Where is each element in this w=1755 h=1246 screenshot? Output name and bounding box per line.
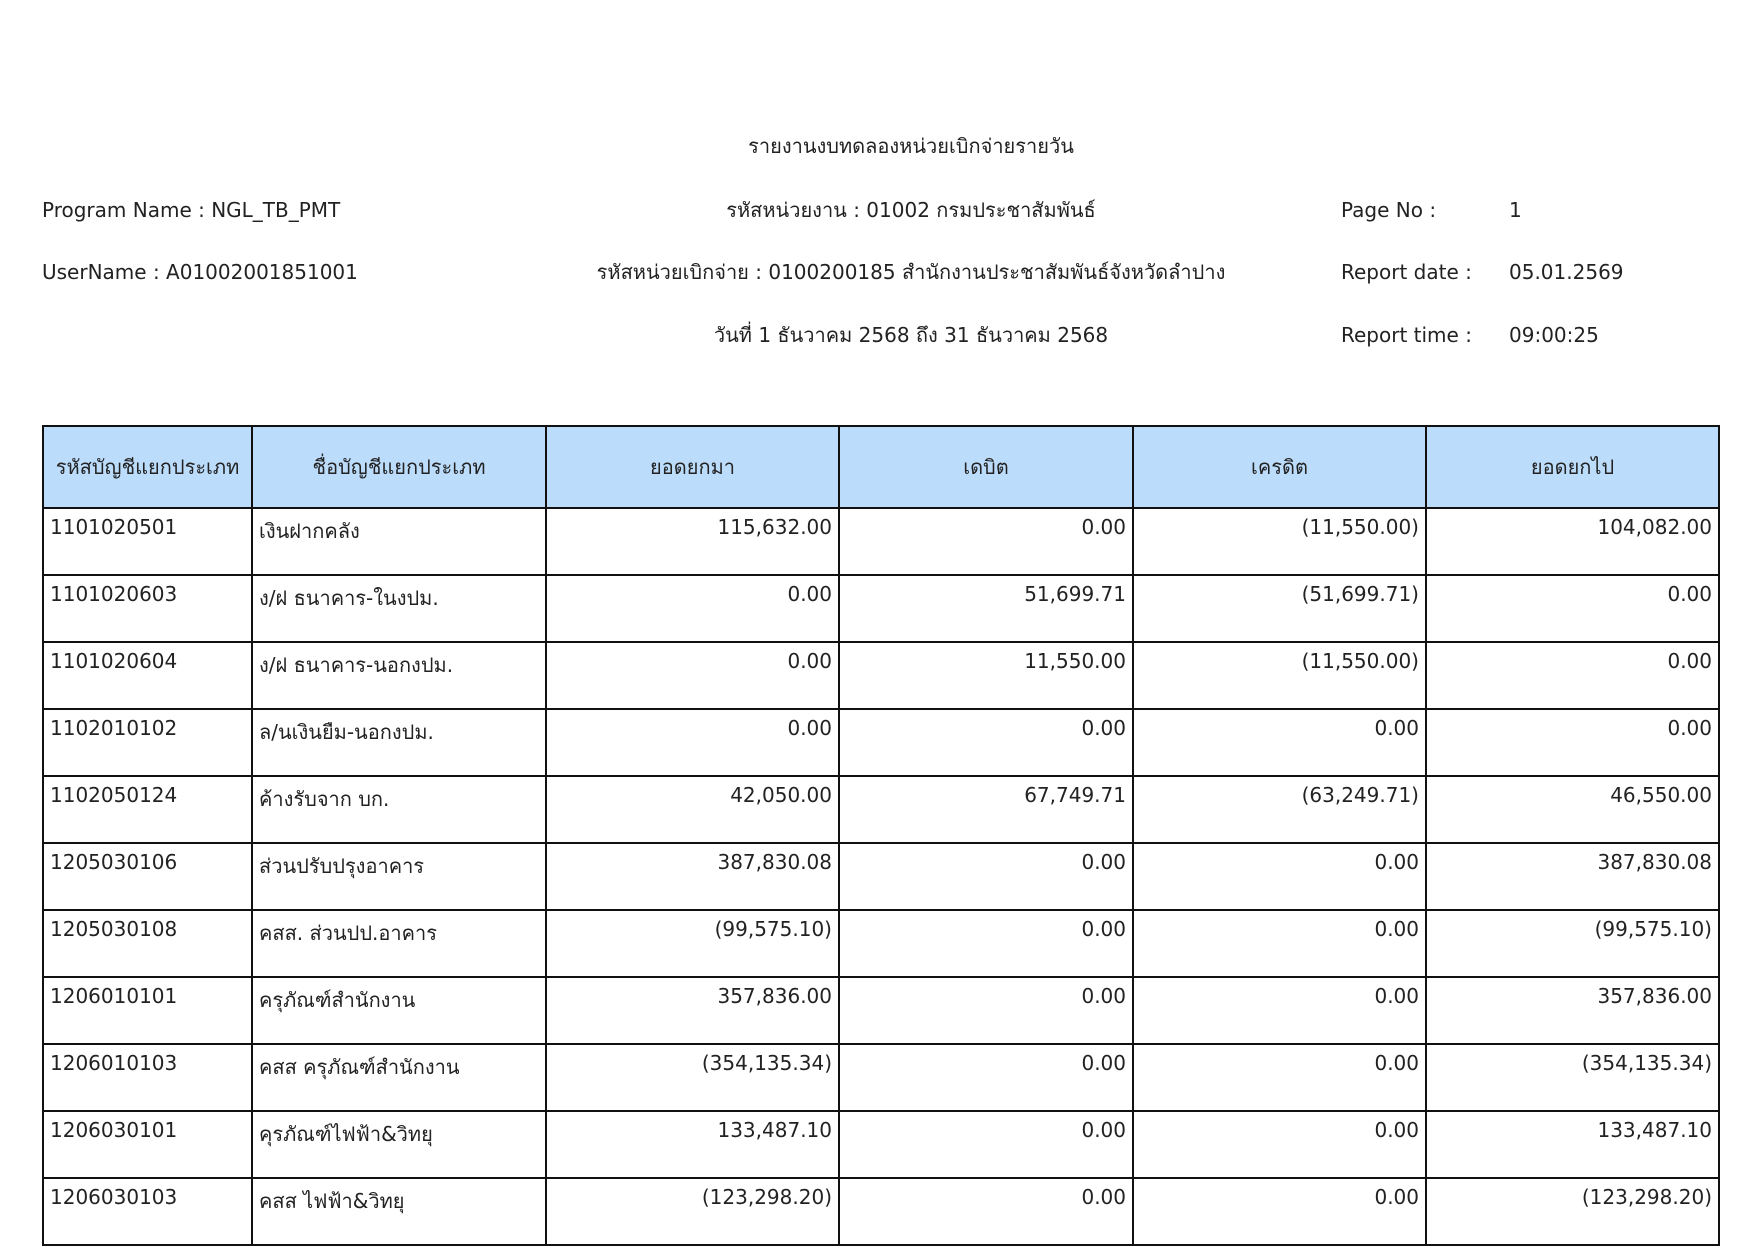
cell-opening-balance: 357,836.00 <box>545 976 840 1045</box>
cell-debit: 0.00 <box>838 1177 1134 1246</box>
cell-credit: 0.00 <box>1132 842 1427 911</box>
cell-account-name: ค้างรับจาก บก. <box>251 775 547 844</box>
cell-debit: 0.00 <box>838 507 1134 576</box>
table-row: 1205030108 คสส. ส่วนปป.อาคาร (99,575.10) 0.… <box>42 909 1720 978</box>
column-header-closing-balance: ยอดยกไป <box>1425 425 1720 509</box>
table-header-row: รหัสบัญชีแยกประเภท ชื่อบัญชีแยกประเภท ยอดย… <box>42 425 1720 509</box>
table-row: 1206030101 คุรภัณฑ์ไฟฟ้า&วิทยุ 133,487.10 0… <box>42 1110 1720 1179</box>
cell-closing-balance: 46,550.00 <box>1425 775 1720 844</box>
cell-credit: 0.00 <box>1132 1110 1427 1179</box>
table-row: 1102010102 ล/นเงินยืม-นอกงปม. 0.00 0.00 0.00… <box>42 708 1720 777</box>
cell-opening-balance: 133,487.10 <box>545 1110 840 1179</box>
cell-credit: (11,550.00) <box>1132 507 1427 576</box>
cell-opening-balance: (123,298.20) <box>545 1177 840 1246</box>
cell-account-code: 1206030103 <box>42 1177 253 1246</box>
cell-account-code: 1102010102 <box>42 708 253 777</box>
report-title: รายงานงบทดลองหน่วยเบิกจ่ายรายวัน <box>748 134 1074 158</box>
cell-opening-balance: (354,135.34) <box>545 1043 840 1112</box>
cell-credit: (11,550.00) <box>1132 641 1427 710</box>
cell-account-name: คุรภัณฑ์ไฟฟ้า&วิทยุ <box>251 1110 547 1179</box>
cell-account-code: 1206010103 <box>42 1043 253 1112</box>
table-row: 1206010103 คสส ครุภัณฑ์สำนักงาน (354,135.3… <box>42 1043 1720 1112</box>
cell-credit: 0.00 <box>1132 1043 1427 1112</box>
cell-account-name: เงินฝากคลัง <box>251 507 547 576</box>
cell-account-code: 1205030106 <box>42 842 253 911</box>
trial-balance-table: รหัสบัญชีแยกประเภท ชื่อบัญชีแยกประเภท ยอดย… <box>42 425 1720 1246</box>
cell-account-name: ง/ฝ ธนาคาร-ในงปม. <box>251 574 547 643</box>
cell-opening-balance: (99,575.10) <box>545 909 840 978</box>
cell-debit: 0.00 <box>838 842 1134 911</box>
cell-account-code: 1101020603 <box>42 574 253 643</box>
cell-credit: (51,699.71) <box>1132 574 1427 643</box>
cell-closing-balance: (123,298.20) <box>1425 1177 1720 1246</box>
cell-credit: 0.00 <box>1132 909 1427 978</box>
cell-closing-balance: 387,830.08 <box>1425 842 1720 911</box>
cell-debit: 0.00 <box>838 976 1134 1045</box>
cell-opening-balance: 387,830.08 <box>545 842 840 911</box>
cell-debit: 51,699.71 <box>838 574 1134 643</box>
table-row: 1206010101 ครุภัณฑ์สำนักงาน 357,836.00 0.00… <box>42 976 1720 1045</box>
column-header-debit: เดบิต <box>838 425 1134 509</box>
program-name: Program Name : NGL_TB_PMT <box>42 198 341 222</box>
column-header-opening-balance: ยอดยกมา <box>545 425 840 509</box>
username: UserName : A01002001851001 <box>42 260 358 284</box>
cell-account-code: 1206010101 <box>42 976 253 1045</box>
column-header-account-name: ชื่อบัญชีแยกประเภท <box>251 425 547 509</box>
cell-account-code: 1206030101 <box>42 1110 253 1179</box>
cell-credit: (63,249.71) <box>1132 775 1427 844</box>
cell-closing-balance: 0.00 <box>1425 708 1720 777</box>
cell-debit: 0.00 <box>838 1043 1134 1112</box>
cell-account-name: คสส. ส่วนปป.อาคาร <box>251 909 547 978</box>
page-no-label: Page No : <box>1341 198 1437 222</box>
cell-opening-balance: 115,632.00 <box>545 507 840 576</box>
column-header-credit: เครดิต <box>1132 425 1427 509</box>
cell-account-code: 1101020501 <box>42 507 253 576</box>
cell-account-code: 1205030108 <box>42 909 253 978</box>
cell-opening-balance: 42,050.00 <box>545 775 840 844</box>
table-row: 1206030103 คสส ไฟฟ้า&วิทยุ (123,298.20) 0.0… <box>42 1177 1720 1246</box>
cell-debit: 0.00 <box>838 909 1134 978</box>
cell-closing-balance: 0.00 <box>1425 641 1720 710</box>
cell-opening-balance: 0.00 <box>545 708 840 777</box>
report-time-label: Report time : <box>1341 323 1472 347</box>
cell-account-code: 1102050124 <box>42 775 253 844</box>
cell-closing-balance: (99,575.10) <box>1425 909 1720 978</box>
report-date: 05.01.2569 <box>1509 260 1624 284</box>
table-row: 1101020604 ง/ฝ ธนาคาร-นอกงปม. 0.00 11,550.0… <box>42 641 1720 710</box>
report-date-label: Report date : <box>1341 260 1472 284</box>
cell-credit: 0.00 <box>1132 708 1427 777</box>
table-row: 1101020603 ง/ฝ ธนาคาร-ในงปม. 0.00 51,699.71… <box>42 574 1720 643</box>
cell-closing-balance: 104,082.00 <box>1425 507 1720 576</box>
cell-account-name: ส่วนปรับปรุงอาคาร <box>251 842 547 911</box>
report-period: วันที่ 1 ธันวาคม 2568 ถึง 31 ธันวาคม 256… <box>713 323 1109 347</box>
column-header-account-code: รหัสบัญชีแยกประเภท <box>42 425 253 509</box>
cell-debit: 0.00 <box>838 1110 1134 1179</box>
cell-account-name: ง/ฝ ธนาคาร-นอกงปม. <box>251 641 547 710</box>
cell-opening-balance: 0.00 <box>545 641 840 710</box>
report-time: 09:00:25 <box>1509 323 1599 347</box>
table-row: 1101020501 เงินฝากคลัง 115,632.00 0.00 (11,5… <box>42 507 1720 576</box>
cell-account-code: 1101020604 <box>42 641 253 710</box>
cell-credit: 0.00 <box>1132 976 1427 1045</box>
cell-account-name: คสส ไฟฟ้า&วิทยุ <box>251 1177 547 1246</box>
cell-closing-balance: 133,487.10 <box>1425 1110 1720 1179</box>
cell-debit: 67,749.71 <box>838 775 1134 844</box>
cell-credit: 0.00 <box>1132 1177 1427 1246</box>
table-row: 1102050124 ค้างรับจาก บก. 42,050.00 67,749.… <box>42 775 1720 844</box>
cell-closing-balance: 0.00 <box>1425 574 1720 643</box>
cell-debit: 11,550.00 <box>838 641 1134 710</box>
cell-opening-balance: 0.00 <box>545 574 840 643</box>
page-no: 1 <box>1509 198 1522 222</box>
disbursing-unit: รหัสหน่วยเบิกจ่าย : 0100200185 สำนักงานป… <box>596 260 1226 284</box>
cell-account-name: ครุภัณฑ์สำนักงาน <box>251 976 547 1045</box>
cell-closing-balance: (354,135.34) <box>1425 1043 1720 1112</box>
agency: รหัสหน่วยงาน : 01002 กรมประชาสัมพันธ์ <box>726 198 1096 222</box>
cell-debit: 0.00 <box>838 708 1134 777</box>
cell-closing-balance: 357,836.00 <box>1425 976 1720 1045</box>
table-row: 1205030106 ส่วนปรับปรุงอาคาร 387,830.08 0.0… <box>42 842 1720 911</box>
cell-account-name: คสส ครุภัณฑ์สำนักงาน <box>251 1043 547 1112</box>
cell-account-name: ล/นเงินยืม-นอกงปม. <box>251 708 547 777</box>
